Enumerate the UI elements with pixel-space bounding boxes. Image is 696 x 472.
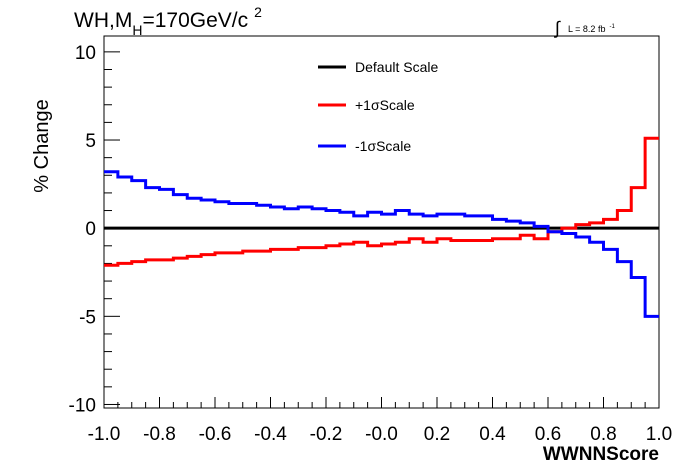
lumi-text: L = 8.2 fb (568, 24, 605, 34)
lumi-superscript: -1 (609, 24, 615, 30)
x-tick-label: 0.2 (424, 424, 450, 445)
x-tick-label: 0.4 (479, 424, 506, 445)
y-tick-label: 10 (75, 43, 96, 64)
x-tick-label: -0.2 (310, 424, 343, 445)
x-tick-label: 0.6 (535, 424, 561, 445)
y-axis-title: % Change (31, 99, 53, 192)
x-tick-label: -0.6 (199, 424, 232, 445)
chart-title: WH,MH=170GeV/c 2 (74, 4, 262, 38)
x-tick-label: -0.4 (254, 424, 287, 445)
x-tick-label: -1.0 (88, 424, 121, 445)
legend-label-default: Default Scale (355, 59, 438, 75)
lumi-integral-symbol: ∫ (553, 18, 561, 38)
title-rest: =170GeV/c (142, 9, 248, 32)
y-tick-label: 5 (85, 131, 96, 152)
legend-label-minus1sigma: -1σScale (355, 138, 411, 154)
title-subscript: H (132, 22, 142, 38)
x-axis-title: WWNNScore (543, 444, 659, 465)
title-superscript: 2 (254, 4, 262, 20)
legend-label-plus1sigma: +1σScale (355, 97, 415, 113)
title-main: WH,M (74, 9, 132, 32)
y-tick-label: 0 (85, 219, 96, 240)
y-tick-label: -5 (79, 307, 96, 328)
y-axis-ticks: 10 5 0 -5 -10 (69, 43, 120, 416)
series-line-1 (104, 136, 659, 267)
y-tick-label: -10 (69, 395, 96, 416)
x-tick-label: -0.0 (365, 424, 398, 445)
x-tick-label: 0.8 (590, 424, 616, 445)
x-axis-ticks: -1.0 -0.8 -0.6 -0.4 -0.2 -0.0 0.2 0.4 0.6 0.8 1.0 (88, 397, 672, 445)
lumi-label: L = 8.2 fb -1 (568, 24, 615, 34)
plot-frame (103, 35, 660, 409)
legend: Default Scale +1σScale -1σScale (318, 59, 438, 154)
series-layer (104, 136, 659, 318)
series-line-2 (104, 170, 659, 318)
x-tick-label: 1.0 (646, 424, 672, 445)
x-tick-label: -0.8 (143, 424, 176, 445)
